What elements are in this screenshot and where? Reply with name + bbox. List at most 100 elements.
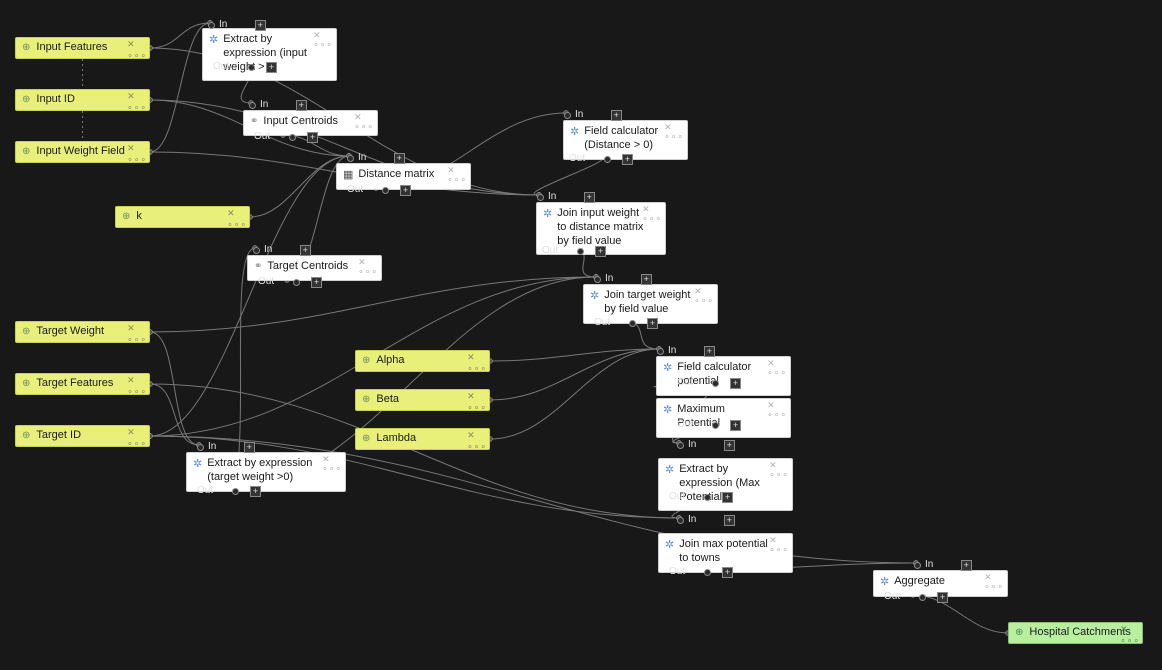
node-alpha[interactable]: ⊕Alpha✕∘∘∘ [355,350,490,372]
node-field_calc_pot[interactable]: ✲Field calculator potential✕∘∘∘In +Out + [656,356,791,396]
node-input_weight_field[interactable]: ⊕Input Weight Field✕∘∘∘ [15,141,150,163]
add-port-icon[interactable]: + [722,567,733,578]
close-icon[interactable]: ✕∘∘∘ [769,461,789,479]
out-port[interactable]: Out + [197,485,261,498]
out-port[interactable]: Out + [258,276,322,289]
node-extract_maxpot[interactable]: ✲Extract by expression (Max Potential)✕∘… [658,458,793,511]
out-port[interactable]: Out + [669,491,733,504]
close-icon[interactable]: ✕∘∘∘ [127,323,147,346]
add-port-icon[interactable]: + [400,185,411,196]
in-port[interactable]: In + [657,345,715,358]
node-k[interactable]: ⊕k✕∘∘∘ [115,206,250,228]
node-distance_matrix[interactable]: ▦Distance matrix✕∘∘∘In +Out + [336,163,471,190]
close-icon[interactable]: ✕∘∘∘ [1120,624,1140,647]
out-port[interactable]: Out + [669,566,733,579]
close-icon[interactable]: ✕∘∘∘ [127,143,147,166]
close-icon[interactable]: ✕∘∘∘ [358,258,378,276]
in-port[interactable]: In + [677,439,735,452]
close-icon[interactable]: ✕∘∘∘ [467,352,487,375]
in-port[interactable]: In + [197,441,255,454]
add-port-icon[interactable]: + [595,246,606,257]
add-port-icon[interactable]: + [307,132,318,143]
node-extract_input[interactable]: ✲Extract by expression (input weight > 0… [202,28,337,81]
close-icon[interactable]: ✕∘∘∘ [984,573,1004,591]
add-port-icon[interactable]: + [724,515,735,526]
in-port[interactable]: In + [347,152,405,165]
out-port[interactable]: Out + [677,377,741,390]
close-icon[interactable]: ✕∘∘∘ [127,427,147,450]
close-icon[interactable]: ✕∘∘∘ [322,455,342,473]
in-port[interactable]: In + [249,99,307,112]
add-port-icon[interactable]: + [394,153,405,164]
add-port-icon[interactable]: + [704,346,715,357]
in-port[interactable]: In + [914,559,972,572]
in-port[interactable]: In + [253,244,311,257]
port-label: In [668,345,676,358]
add-port-icon[interactable]: + [584,192,595,203]
out-port[interactable]: Out + [569,153,633,166]
add-port-icon[interactable]: + [730,378,741,389]
add-port-icon[interactable]: + [311,277,322,288]
add-port-icon[interactable]: + [937,592,948,603]
close-icon[interactable]: ✕∘∘∘ [313,31,333,49]
node-max_potential[interactable]: ✲Maximum Potential✕∘∘∘Out + [656,398,791,438]
node-target_features[interactable]: ⊕Target Features✕∘∘∘ [15,373,150,395]
close-icon[interactable]: ✕∘∘∘ [769,536,789,554]
node-target_centroids[interactable]: ⚭Target Centroids✕∘∘∘In +Out + [247,255,382,281]
add-port-icon[interactable]: + [250,486,261,497]
in-port[interactable]: In + [594,273,652,286]
close-icon[interactable]: ✕∘∘∘ [642,205,662,223]
close-icon[interactable]: ✕∘∘∘ [467,430,487,453]
close-icon[interactable]: ✕∘∘∘ [127,91,147,114]
close-icon[interactable]: ✕∘∘∘ [447,166,467,184]
close-icon[interactable]: ✕∘∘∘ [354,113,374,131]
add-port-icon[interactable]: + [244,442,255,453]
close-icon[interactable]: ✕∘∘∘ [664,123,684,141]
node-extract_target[interactable]: ✲Extract by expression (target weight >0… [186,452,346,492]
node-input_id[interactable]: ⊕Input ID✕∘∘∘ [15,89,150,111]
close-icon[interactable]: ✕∘∘∘ [127,39,147,62]
close-icon[interactable]: ✕∘∘∘ [467,391,487,414]
node-lambda[interactable]: ⊕Lambda✕∘∘∘ [355,428,490,450]
node-aggregate[interactable]: ✲Aggregate✕∘∘∘In +Out + [873,570,1008,597]
out-port[interactable]: Out + [594,317,658,330]
add-port-icon[interactable]: + [961,560,972,571]
out-port[interactable]: Out + [213,61,277,74]
add-port-icon[interactable]: + [255,20,266,31]
node-join_input_wt[interactable]: ✲Join input weight to distance matrix by… [536,202,666,255]
node-target_id[interactable]: ⊕Target ID✕∘∘∘ [15,425,150,447]
out-port[interactable]: Out + [884,591,948,604]
close-icon[interactable]: ✕∘∘∘ [694,287,714,305]
add-port-icon[interactable]: + [647,318,658,329]
out-port[interactable]: Out + [347,184,411,197]
node-beta[interactable]: ⊕Beta✕∘∘∘ [355,389,490,411]
out-port[interactable]: Out + [677,419,741,432]
add-port-icon[interactable]: + [730,420,741,431]
node-input_centroids[interactable]: ⚭Input Centroids✕∘∘∘In +Out + [243,110,378,136]
close-icon[interactable]: ✕∘∘∘ [767,401,787,419]
add-port-icon[interactable]: + [641,274,652,285]
add-port-icon[interactable]: + [622,154,633,165]
out-port[interactable]: Out + [542,245,606,258]
node-field_calc_dist[interactable]: ✲Field calculator (Distance > 0)✕∘∘∘In +… [563,120,688,160]
add-port-icon[interactable]: + [611,110,622,121]
add-port-icon[interactable]: + [266,62,277,73]
in-port[interactable]: In + [564,109,622,122]
close-icon[interactable]: ✕∘∘∘ [767,359,787,377]
node-input_features[interactable]: ⊕Input Features✕∘∘∘ [15,37,150,59]
node-join_max_towns[interactable]: ✲Join max potential to towns✕∘∘∘In +Out … [658,533,793,573]
in-port[interactable]: In + [208,19,266,32]
node-hospital_catch[interactable]: ⊕Hospital Catchments✕∘∘∘ [1008,622,1143,644]
model-canvas[interactable]: ⊕Input Features✕∘∘∘ ⊕Input ID✕∘∘∘ ⊕Input W… [0,0,1162,670]
node-join_target_wt[interactable]: ✲Join target weight by field value✕∘∘∘In… [583,284,718,324]
close-icon[interactable]: ✕∘∘∘ [127,375,147,398]
close-icon[interactable]: ✕∘∘∘ [227,208,247,231]
in-port[interactable]: In + [677,514,735,527]
add-port-icon[interactable]: + [722,492,733,503]
out-port[interactable]: Out + [254,131,318,144]
in-port[interactable]: In + [537,191,595,204]
add-port-icon[interactable]: + [724,440,735,451]
node-target_weight[interactable]: ⊕Target Weight✕∘∘∘ [15,321,150,343]
add-port-icon[interactable]: + [296,100,307,111]
add-port-icon[interactable]: + [300,245,311,256]
